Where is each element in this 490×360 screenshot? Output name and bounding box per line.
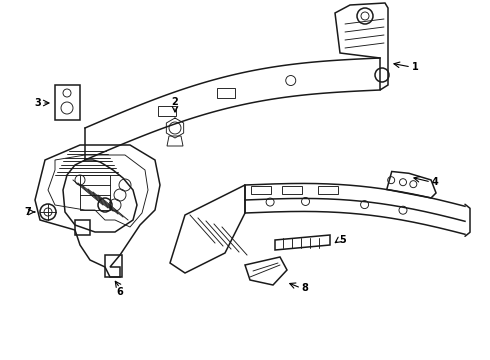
Text: 4: 4: [432, 177, 439, 187]
Text: 1: 1: [412, 62, 418, 72]
Text: 2: 2: [172, 97, 178, 107]
Text: 6: 6: [117, 287, 123, 297]
Text: 8: 8: [301, 283, 308, 293]
Text: 5: 5: [340, 235, 346, 245]
Text: 7: 7: [24, 207, 31, 217]
Text: 3: 3: [35, 98, 41, 108]
